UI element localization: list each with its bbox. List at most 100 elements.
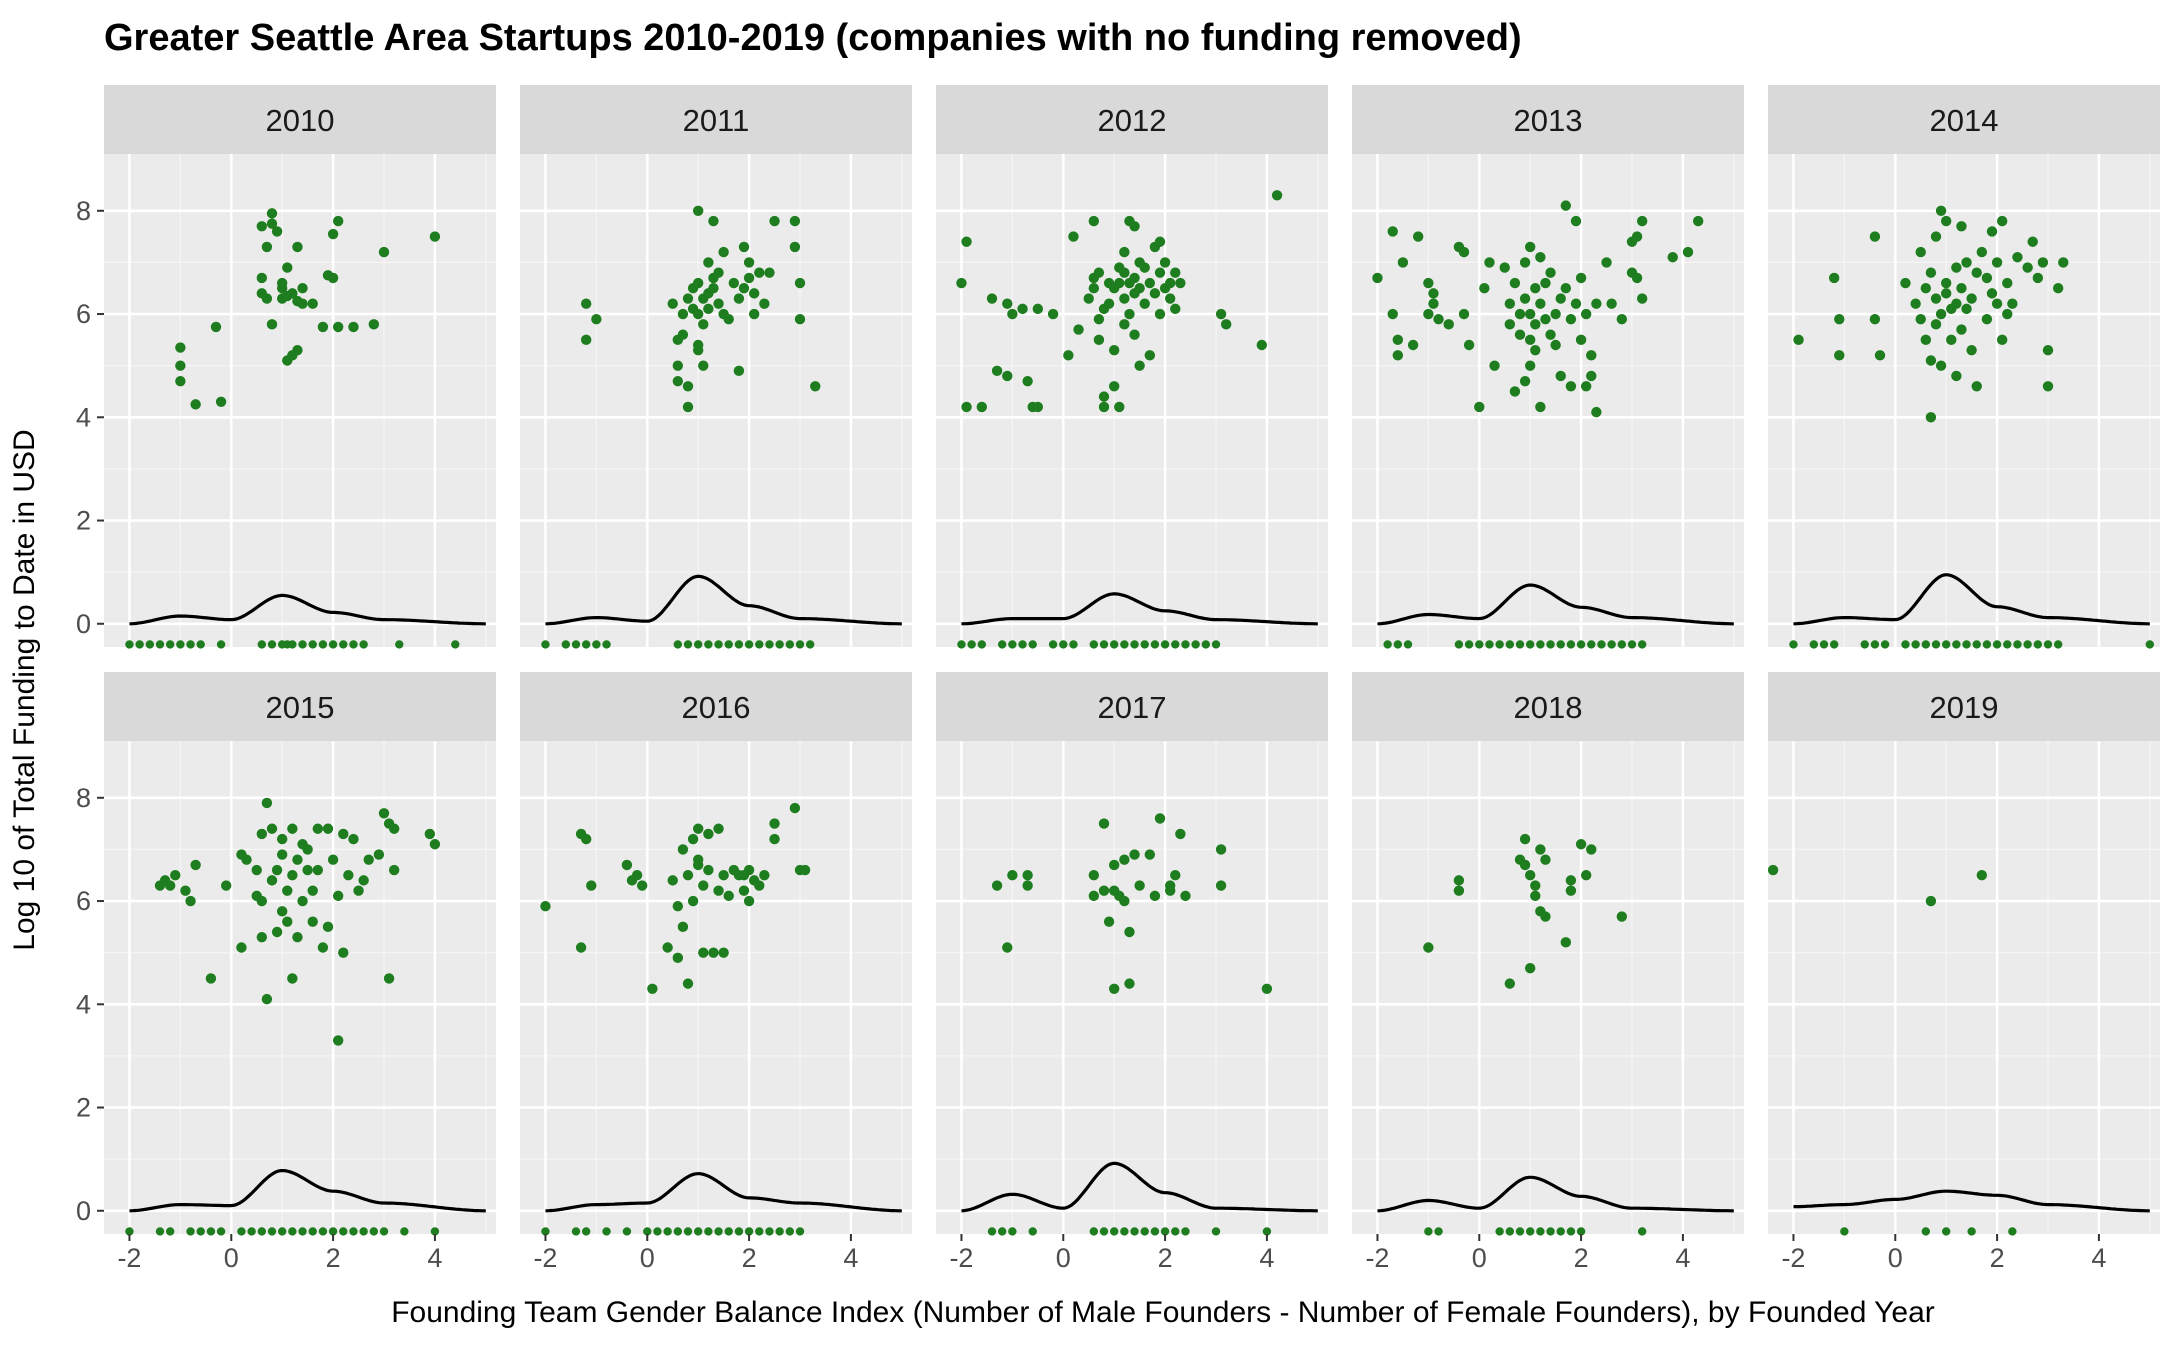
facet-strip-label: 2018	[1514, 690, 1583, 725]
data-point	[2007, 298, 2018, 309]
rug-point	[1008, 1227, 1017, 1236]
data-point	[1047, 308, 1059, 320]
data-point	[1144, 277, 1156, 289]
data-point	[1428, 288, 1439, 299]
rug-point	[1921, 640, 1931, 649]
data-point	[1956, 324, 1967, 335]
data-point	[1580, 870, 1592, 881]
rug-point	[704, 1227, 713, 1236]
rug-point	[339, 640, 348, 649]
facet-panel-2016: 2016 -2 0 2 4	[520, 672, 912, 1273]
data-point	[388, 864, 400, 876]
data-point	[692, 823, 704, 834]
data-point	[703, 828, 714, 840]
rug-point	[247, 1227, 256, 1236]
density-curve	[1793, 1189, 2150, 1213]
data-point	[1925, 355, 1937, 366]
rug-point	[125, 640, 134, 649]
data-point	[1930, 319, 1942, 330]
data-point	[1951, 370, 1962, 382]
data-point	[1834, 313, 1845, 325]
data-point	[713, 823, 724, 834]
data-point	[1443, 319, 1454, 330]
data-point	[241, 854, 252, 865]
data-point	[754, 880, 765, 891]
data-point	[266, 218, 278, 229]
data-point	[1616, 313, 1628, 325]
gridlines	[936, 154, 1328, 647]
gridlines	[1352, 154, 1744, 647]
data-point	[723, 890, 734, 902]
data-point	[164, 880, 176, 891]
data-point	[1966, 293, 1977, 304]
panel-background	[104, 741, 496, 1234]
data-point	[1570, 215, 1582, 227]
data-point	[698, 319, 709, 330]
data-point	[1828, 272, 1840, 284]
rug-point	[1536, 1227, 1545, 1236]
data-point	[2022, 262, 2033, 273]
rug-point	[1982, 640, 1992, 649]
rug-point	[1819, 640, 1829, 649]
data-point	[2002, 308, 2013, 320]
rug-point	[1120, 640, 1129, 649]
data-point	[1159, 257, 1171, 268]
data-point	[271, 864, 283, 876]
data-point	[2042, 344, 2054, 356]
rug-point	[1171, 640, 1180, 649]
data-point	[1098, 401, 1110, 413]
data-point	[1951, 298, 1962, 309]
rug-point	[1870, 640, 1880, 649]
rug-point	[1952, 640, 1961, 649]
data-point	[1088, 215, 1100, 227]
facet-strip-label: 2012	[1098, 103, 1167, 138]
facet-strip-label: 2011	[683, 103, 750, 138]
facet-panel-2019: 2019 -2 0 2 4	[1767, 672, 2160, 1273]
data-point	[1032, 303, 1044, 315]
facet-strip-label: 2016	[682, 690, 751, 725]
data-point	[1474, 401, 1485, 413]
rug-point	[359, 640, 368, 649]
data-point	[1134, 283, 1145, 294]
data-point	[1996, 334, 2008, 346]
x-tick-label: 2	[742, 1243, 757, 1273]
rug-point	[1941, 640, 1951, 649]
data-point	[2032, 272, 2044, 284]
data-point	[1535, 298, 1546, 309]
rug-point	[430, 1227, 440, 1236]
data-point	[1175, 828, 1186, 840]
rug-point	[1597, 640, 1606, 649]
data-point	[1545, 329, 1556, 340]
y-tick-label: 0	[76, 1196, 91, 1226]
data-point	[1636, 215, 1648, 227]
rug-point	[785, 640, 795, 649]
data-point	[1540, 277, 1551, 289]
data-point	[185, 895, 196, 907]
data-point	[1524, 870, 1536, 881]
data-point	[1915, 246, 1926, 258]
data-point	[261, 293, 273, 304]
data-point	[794, 277, 806, 289]
x-tick-label: -2	[533, 1243, 557, 1273]
data-point	[1412, 231, 1424, 242]
facet-strip	[1352, 85, 1744, 154]
data-point	[1767, 864, 1779, 876]
rug-point	[622, 1227, 632, 1236]
data-point	[759, 298, 770, 309]
data-point	[1129, 221, 1140, 232]
data-point	[175, 375, 186, 387]
rug-point	[1109, 640, 1119, 649]
rug-point	[957, 640, 966, 649]
rug-point	[2008, 1227, 2017, 1236]
data-point	[789, 241, 801, 253]
data-point	[733, 293, 745, 304]
data-point	[698, 360, 709, 371]
rug-point	[1576, 1227, 1586, 1236]
rug-point	[216, 640, 226, 649]
data-point	[1920, 283, 1932, 294]
rug-point	[400, 1227, 409, 1236]
rug-point	[724, 640, 733, 649]
data-point	[256, 272, 268, 284]
data-point	[1956, 283, 1967, 294]
data-point	[738, 885, 750, 896]
